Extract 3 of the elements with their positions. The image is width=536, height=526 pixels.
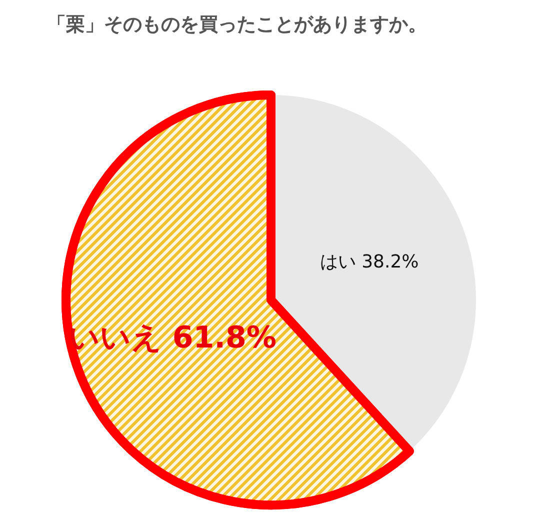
chart-title: 「栗」そのものを買ったことがありますか。 — [47, 14, 427, 36]
slice-label: はい 38.2% — [320, 251, 419, 272]
slice-label: いいえ 61.8% — [68, 320, 276, 356]
